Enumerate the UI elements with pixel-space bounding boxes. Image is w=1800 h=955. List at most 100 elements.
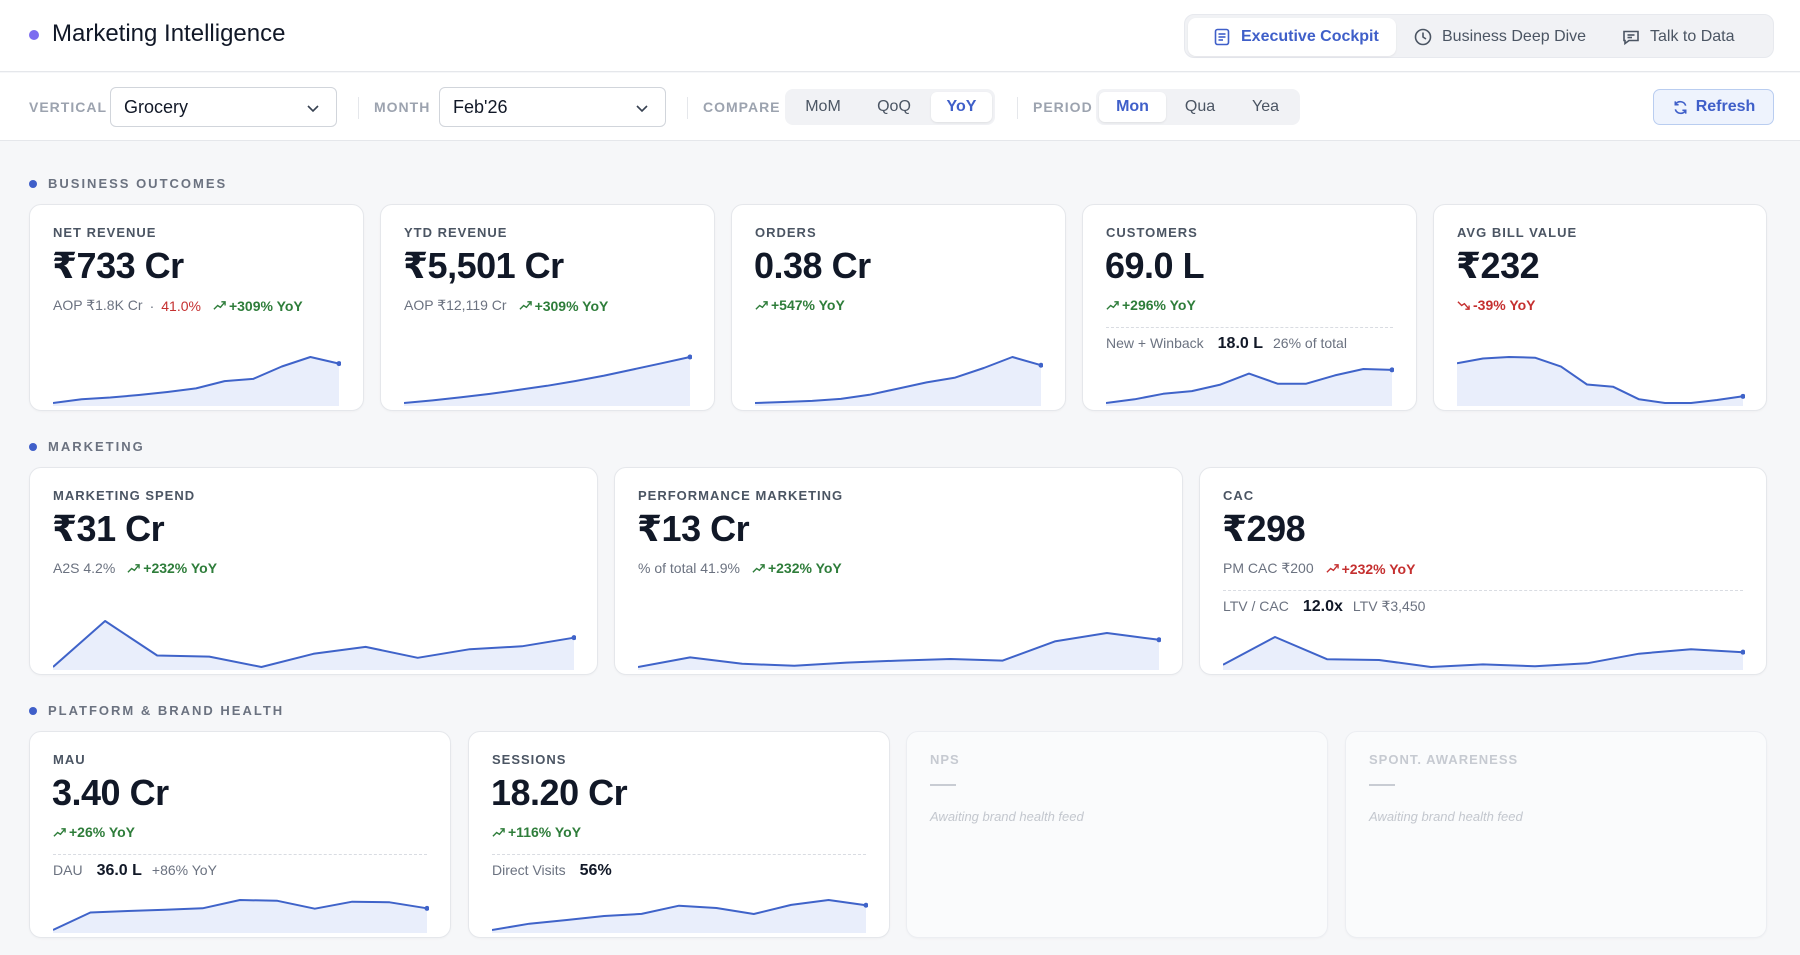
- trend-badge: +547% YoY: [755, 297, 845, 313]
- period-quarter[interactable]: Qua: [1184, 98, 1216, 115]
- trend-text: +232% YoY: [767, 560, 842, 576]
- kpi-sub: AOP ₹12,119 Cr +309% YoY: [404, 297, 608, 314]
- sparkline-line: [53, 899, 428, 931]
- section-title: PLATFORM & BRAND HEALTH: [48, 703, 285, 718]
- kpi-card-avg-bill-value[interactable]: AVG BILL VALUE ₹232 -39% YoY: [1433, 204, 1767, 411]
- kpi-card-cac[interactable]: CAC ₹298 PM CAC ₹200 +232% YoY LTV / CAC…: [1199, 467, 1767, 675]
- divider: [358, 97, 359, 119]
- kpi-label: NPS: [930, 752, 960, 767]
- extra-note: +86% YoY: [151, 862, 217, 878]
- trend-up-icon: [1326, 564, 1339, 573]
- aop-text: AOP ₹12,119 Cr: [404, 297, 507, 313]
- meta-text: PM CAC ₹200: [1223, 560, 1314, 576]
- month-value: Feb'26: [453, 96, 508, 117]
- compare-yoy[interactable]: YoY: [931, 92, 992, 122]
- period-toggle: Mon Qua Yea: [1096, 89, 1300, 125]
- compare-mom[interactable]: MoM: [805, 98, 841, 115]
- trend-text: +26% YoY: [69, 824, 136, 840]
- app-title: Marketing Intelligence: [52, 20, 286, 47]
- awaiting-text: Awaiting brand health feed: [1369, 809, 1523, 824]
- chat-icon: [1623, 30, 1639, 46]
- trend-text: +309% YoY: [228, 297, 303, 314]
- month-select[interactable]: Feb'26: [439, 87, 666, 127]
- sparkline-area: [404, 357, 690, 406]
- tab-business-deep-dive[interactable]: Business Deep Dive: [1399, 18, 1589, 56]
- sparkline-area: [755, 357, 1041, 406]
- refresh-button[interactable]: Refresh: [1653, 89, 1774, 125]
- trend-badge: +26% YoY: [53, 824, 135, 840]
- meta-text: % of total 41.9%: [638, 560, 740, 576]
- sparkline-end-point: [687, 354, 692, 360]
- sparkline: [638, 632, 1161, 670]
- extra-value: 56%: [579, 862, 612, 879]
- kpi-value: ₹298: [1222, 508, 1306, 549]
- vertical-select[interactable]: Grocery: [110, 87, 337, 127]
- sparkline-end-point: [1389, 367, 1394, 373]
- kpi-sub: +116% YoY: [492, 824, 581, 840]
- kpi-card-net-revenue[interactable]: NET REVENUE ₹733 Cr AOP ₹1.8K Cr · 41.0%…: [29, 204, 364, 411]
- kpi-sub: -39% YoY: [1457, 297, 1536, 313]
- kpi-value: ₹13 Cr: [637, 508, 750, 549]
- sparkline-end-point: [1156, 637, 1161, 643]
- kpi-label: PERFORMANCE MARKETING: [638, 488, 844, 503]
- chevron-down-icon: [636, 105, 648, 113]
- trend-badge: -39% YoY: [1457, 297, 1536, 313]
- sparkline: [53, 620, 576, 670]
- sparkline-area: [53, 621, 574, 670]
- kpi-value: 18.20 Cr: [491, 772, 628, 813]
- sparkline-area: [638, 633, 1159, 670]
- kpi-card-sessions[interactable]: SESSIONS 18.20 Cr +116% YoY Direct Visit…: [468, 731, 890, 938]
- kpi-label: SESSIONS: [492, 752, 567, 767]
- trend-text: +232% YoY: [143, 560, 218, 576]
- sparkline: [53, 899, 429, 933]
- trend-up-icon: [752, 563, 765, 573]
- kpi-value: ₹5,501 Cr: [403, 245, 564, 286]
- sparkline-line: [404, 356, 691, 404]
- compare-qoq[interactable]: QoQ: [877, 98, 911, 115]
- trend-text: +116% YoY: [508, 824, 582, 840]
- kpi-extra: Direct Visits 56%: [492, 862, 622, 880]
- kpi-card-orders[interactable]: ORDERS 0.38 Cr +547% YoY: [731, 204, 1066, 411]
- sparkline: [492, 899, 868, 933]
- aop-text: AOP ₹1.8K Cr: [53, 297, 143, 313]
- kpi-card-marketing-spend[interactable]: MARKETING SPEND ₹31 Cr A2S 4.2% +232% Yo…: [29, 467, 598, 675]
- app-header: Marketing Intelligence Executive Cockpit…: [0, 0, 1800, 72]
- sparkline-line: [1106, 368, 1393, 404]
- meta-text: A2S 4.2%: [53, 560, 116, 576]
- vertical-value: Grocery: [124, 96, 189, 117]
- period-month[interactable]: Mon: [1099, 92, 1166, 122]
- tab-executive-cockpit[interactable]: Executive Cockpit: [1188, 18, 1396, 56]
- kpi-card-performance-marketing[interactable]: PERFORMANCE MARKETING ₹13 Cr % of total …: [614, 467, 1183, 675]
- kpi-card-nps: NPS Awaiting brand health feed: [906, 731, 1328, 938]
- trend-up-icon: [213, 301, 226, 310]
- kpi-card-ytd-revenue[interactable]: YTD REVENUE ₹5,501 Cr AOP ₹12,119 Cr +30…: [380, 204, 715, 411]
- kpi-value: 0.38 Cr: [754, 245, 871, 286]
- kpi-extra: LTV / CAC 12.0x LTV ₹3,450: [1223, 598, 1425, 616]
- sparkline-area: [1457, 357, 1743, 406]
- dashed-divider: [1106, 327, 1393, 328]
- sparkline-area: [1106, 369, 1392, 406]
- trend-up-icon: [518, 301, 532, 310]
- brand-dot: [29, 30, 39, 40]
- period-year[interactable]: Yea: [1252, 98, 1279, 115]
- compare-label: COMPARE: [703, 99, 781, 115]
- tab-label: Talk to Data: [1650, 28, 1735, 45]
- kpi-extra: New + Winback 18.0 L 26% of total: [1106, 335, 1347, 353]
- sparkline-line: [53, 620, 575, 668]
- kpi-label: CAC: [1223, 488, 1255, 503]
- kpi-card-customers[interactable]: CUSTOMERS 69.0 L +296% YoY New + Winback…: [1082, 204, 1417, 411]
- tab-talk-to-data[interactable]: Talk to Data: [1591, 18, 1771, 56]
- dashed-divider: [53, 854, 427, 855]
- section-title: BUSINESS OUTCOMES: [48, 176, 228, 191]
- kpi-card-mau[interactable]: MAU 3.40 Cr +26% YoY DAU 36.0 L +86% YoY: [29, 731, 451, 938]
- section-title: MARKETING: [48, 439, 145, 454]
- view-tabs: Executive Cockpit Business Deep Dive Tal…: [1184, 14, 1774, 58]
- section-dot: [29, 442, 37, 451]
- kpi-extra: DAU 36.0 L +86% YoY: [53, 862, 217, 880]
- kpi-sub: A2S 4.2% +232% YoY: [53, 560, 217, 576]
- sparkline-end-point: [1740, 649, 1745, 655]
- kpi-label: MARKETING SPEND: [53, 488, 196, 503]
- trend-badge: +309% YoY: [518, 298, 608, 314]
- chevron-down-icon: [307, 105, 319, 113]
- kpi-value: 69.0 L: [1105, 245, 1205, 286]
